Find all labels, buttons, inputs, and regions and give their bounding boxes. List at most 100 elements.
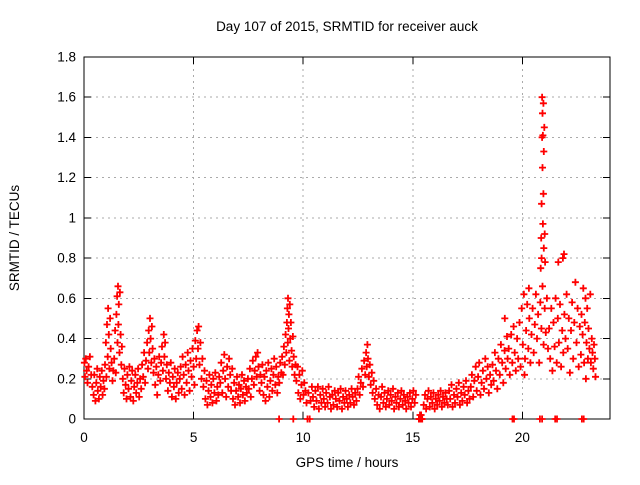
data-point	[108, 359, 116, 367]
data-point	[104, 304, 112, 312]
data-point	[585, 345, 593, 353]
data-point	[564, 345, 572, 353]
data-point	[150, 369, 157, 377]
data-point	[420, 401, 428, 409]
data-point	[339, 393, 347, 401]
data-point	[195, 323, 203, 330]
data-point	[510, 323, 518, 330]
data-point	[591, 355, 599, 363]
data-point	[196, 339, 204, 347]
data-point	[368, 369, 376, 377]
data-point	[219, 367, 227, 375]
data-point	[128, 367, 136, 375]
data-point	[224, 383, 232, 391]
data-point	[160, 353, 168, 361]
data-point	[97, 383, 105, 391]
data-point	[212, 397, 220, 405]
data-point	[391, 393, 399, 401]
data-point	[285, 310, 293, 318]
data-point	[316, 391, 324, 399]
data-point	[354, 385, 361, 393]
y-axis-label: SRMTID / TECUs	[7, 185, 22, 292]
data-point	[540, 123, 548, 131]
data-point	[299, 391, 307, 399]
data-point	[461, 391, 469, 399]
data-point	[364, 355, 372, 363]
data-point	[168, 393, 176, 401]
data-point	[262, 367, 270, 375]
data-point	[221, 375, 229, 383]
data-point	[437, 387, 445, 395]
data-point	[404, 393, 411, 401]
data-point	[580, 359, 588, 367]
data-point	[592, 373, 599, 381]
data-point	[373, 401, 381, 409]
data-point	[251, 367, 259, 375]
data-point	[580, 415, 588, 423]
data-point	[314, 383, 322, 391]
data-point	[327, 405, 335, 413]
data-point	[112, 310, 120, 318]
data-point	[531, 321, 539, 328]
y-tick-label: 0.4	[57, 331, 76, 346]
data-point	[254, 349, 262, 357]
data-point	[82, 355, 90, 363]
data-point	[113, 292, 121, 300]
data-point	[525, 314, 533, 322]
data-point	[281, 361, 289, 369]
y-tick-label: 1.6	[57, 90, 76, 105]
data-point	[118, 343, 126, 351]
data-point	[485, 389, 493, 397]
data-point	[439, 393, 447, 401]
data-point	[179, 353, 187, 361]
data-point	[93, 365, 101, 373]
data-point	[537, 234, 545, 242]
x-axis-label: GPS time / hours	[296, 455, 399, 470]
data-point	[127, 393, 134, 401]
data-point	[334, 389, 342, 397]
data-point	[262, 397, 269, 405]
data-point	[394, 389, 402, 397]
data-point	[351, 389, 359, 397]
data-point	[448, 381, 455, 389]
data-point	[106, 314, 114, 322]
data-point	[349, 393, 357, 401]
data-point	[559, 349, 567, 357]
data-point	[226, 371, 234, 379]
data-point	[127, 377, 135, 385]
data-point	[143, 339, 151, 347]
data-point	[236, 399, 244, 407]
data-point	[107, 345, 115, 353]
data-point	[271, 381, 279, 389]
data-point	[246, 365, 254, 373]
data-point	[180, 371, 188, 379]
data-point	[152, 363, 160, 371]
data-point	[498, 359, 506, 367]
data-point	[260, 373, 268, 381]
data-point	[497, 341, 505, 349]
data-point	[146, 314, 154, 322]
data-point	[149, 345, 157, 353]
data-point	[537, 264, 545, 272]
data-point	[252, 353, 260, 361]
data-point	[422, 405, 430, 413]
data-point	[427, 393, 435, 401]
x-tick-label: 0	[80, 430, 88, 445]
data-point	[525, 284, 533, 292]
data-point	[501, 347, 509, 355]
data-point	[266, 377, 274, 385]
data-point	[532, 290, 540, 298]
data-point	[255, 363, 262, 371]
data-point	[469, 393, 477, 401]
data-point	[396, 395, 404, 403]
data-point	[320, 395, 328, 403]
data-point	[425, 387, 432, 395]
data-point	[275, 415, 283, 423]
data-point	[560, 250, 568, 258]
data-point	[513, 335, 521, 343]
data-point	[188, 373, 196, 381]
data-point	[436, 397, 443, 405]
data-point	[344, 403, 352, 411]
data-point	[231, 401, 239, 409]
y-tick-label: 1.8	[57, 50, 76, 65]
